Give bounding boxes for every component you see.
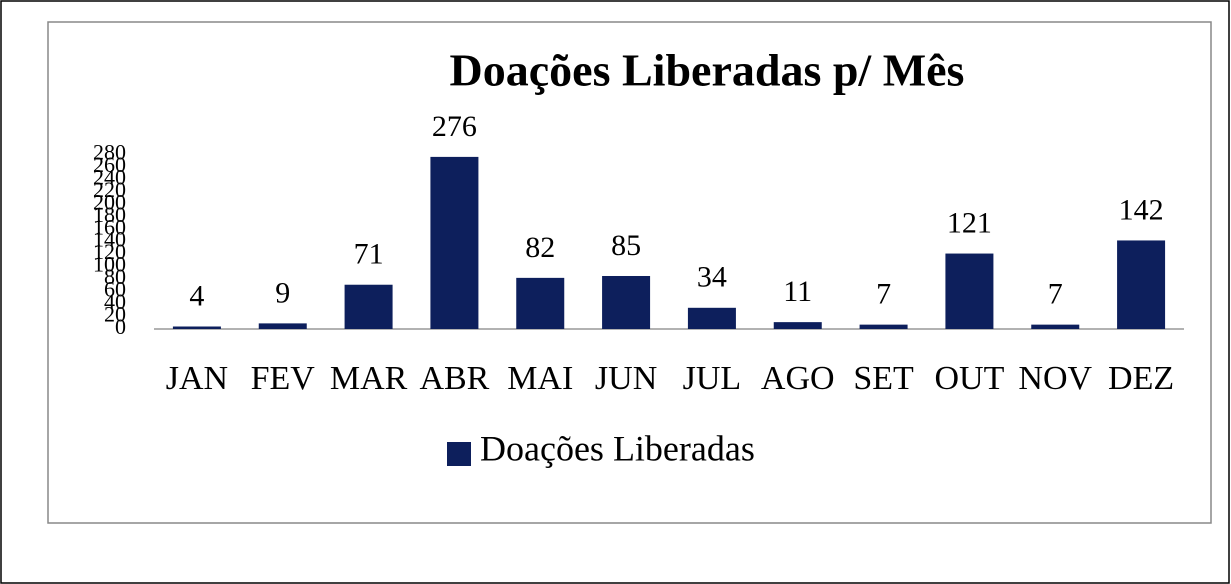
bar: [773, 322, 822, 329]
data-label: 71: [354, 238, 384, 271]
y-tick-label: 240: [93, 164, 126, 189]
x-tick-label: OUT: [934, 360, 1004, 397]
y-tick-label: 280: [93, 139, 126, 164]
bar: [687, 307, 736, 329]
y-tick-label: 180: [93, 202, 126, 227]
data-label: 34: [697, 261, 727, 294]
bar: [516, 277, 565, 329]
bar: [602, 275, 651, 329]
y-tick-label: 120: [93, 239, 126, 264]
legend-label: Doações Liberadas: [480, 428, 755, 468]
x-tick-label: MAI: [507, 360, 573, 397]
data-label: 7: [876, 278, 891, 311]
data-label: 276: [432, 110, 477, 143]
chart-title: Doações Liberadas p/ Mês: [450, 45, 965, 96]
x-tick-label: DEZ: [1108, 360, 1174, 397]
y-tick-label: 220: [93, 177, 126, 202]
x-tick-label: AGO: [761, 360, 835, 397]
x-tick-label: SET: [853, 360, 914, 397]
chart-frame: [47, 21, 1212, 524]
bar: [1031, 324, 1080, 329]
bar: [430, 156, 479, 329]
y-tick-label: 0: [115, 314, 126, 339]
x-tick-label: MAR: [330, 360, 408, 397]
data-label: 142: [1119, 193, 1164, 226]
data-label: 11: [783, 275, 812, 308]
legend-swatch: [447, 442, 471, 466]
x-tick-label: JUL: [683, 360, 742, 397]
data-label: 9: [275, 276, 290, 309]
bar: [945, 253, 994, 329]
y-tick-label: 140: [93, 227, 126, 252]
y-tick-label: 200: [93, 189, 126, 214]
bar: [172, 326, 221, 329]
data-label: 82: [525, 231, 555, 264]
y-tick-label: 80: [104, 264, 126, 289]
y-tick-label: 20: [104, 302, 126, 327]
bar: [859, 324, 908, 329]
y-tick-label: 160: [93, 214, 126, 239]
bar: [1117, 240, 1166, 329]
bar: [258, 323, 307, 329]
y-tick-label: 260: [93, 152, 126, 177]
data-label: 121: [947, 206, 992, 239]
bar: [344, 284, 393, 329]
x-tick-label: FEV: [251, 360, 316, 397]
y-tick-label: 60: [104, 277, 126, 302]
y-tick-label: 100: [93, 252, 126, 277]
data-label: 4: [189, 279, 204, 312]
y-tick-label: 40: [104, 289, 126, 314]
x-tick-label: JAN: [166, 360, 228, 397]
data-label: 7: [1048, 278, 1063, 311]
data-label: 85: [611, 229, 641, 262]
x-tick-label: ABR: [419, 360, 489, 397]
x-tick-label: JUN: [595, 360, 657, 397]
x-tick-label: NOV: [1018, 360, 1092, 397]
